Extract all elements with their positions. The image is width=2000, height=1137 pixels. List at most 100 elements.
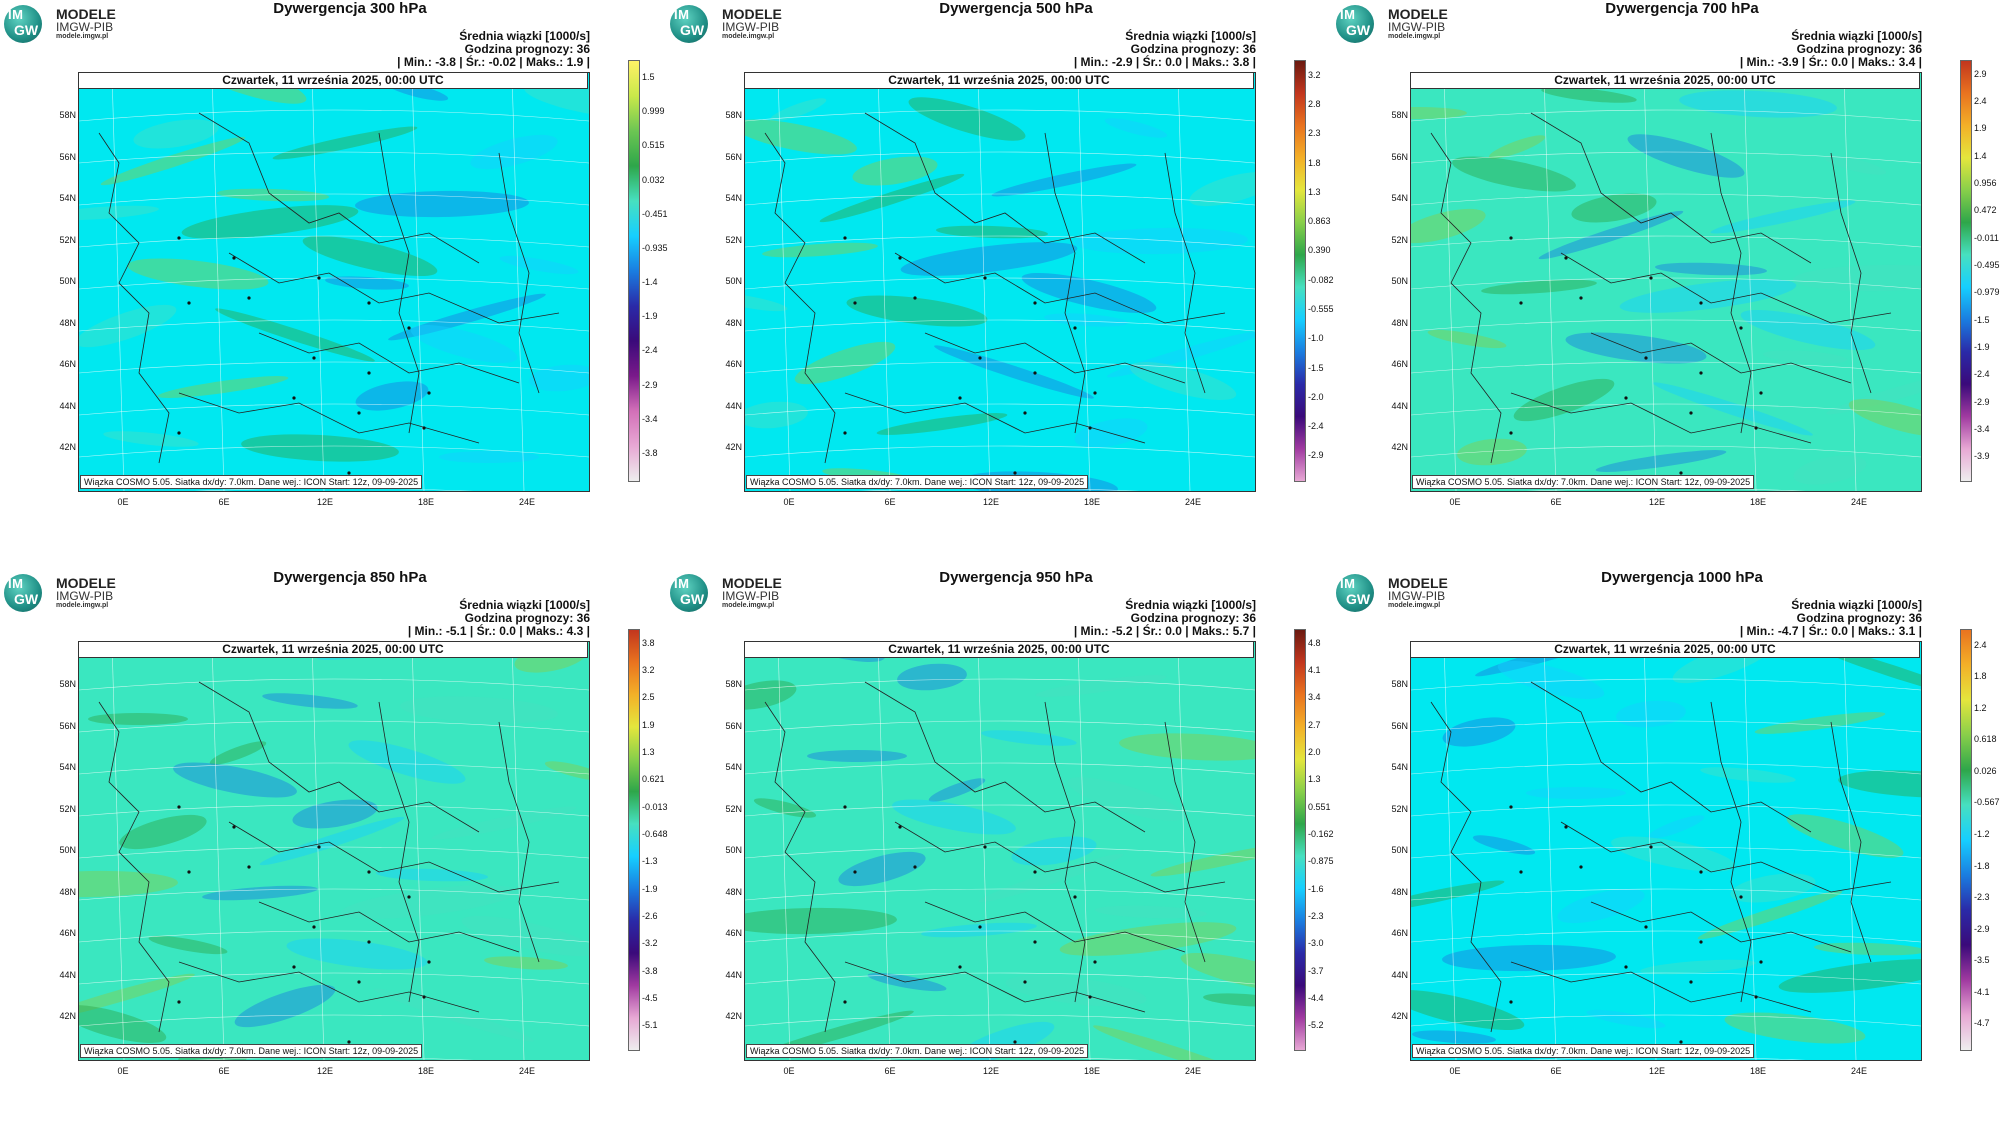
logo-line2: IMGW-PIB (722, 589, 780, 603)
city-dot (1519, 301, 1523, 305)
city-dot (983, 845, 987, 849)
city-dot (367, 301, 371, 305)
latitude-tick: 48N (1391, 886, 1408, 897)
field-shade (1793, 264, 1921, 292)
field-shade (376, 868, 488, 882)
city-dot (1679, 471, 1683, 475)
latitude-line (79, 846, 589, 859)
colorbar-tick: 0.618 (1974, 734, 1997, 745)
longitude-tick: 0E (1449, 497, 1461, 507)
colorbar-tick: -1.0 (1308, 333, 1324, 344)
field-shade (1611, 836, 1735, 872)
border-line (924, 901, 1186, 953)
border-line (198, 112, 480, 264)
date-banner: Czwartek, 11 września 2025, 00:00 UTC (78, 641, 588, 658)
city-dot (853, 301, 857, 305)
logo-gw-text: GW (14, 591, 39, 607)
colorbar-tick: 2.9 (1974, 68, 1987, 79)
forecast-hour: Godzina prognozy: 36 (1796, 611, 1922, 625)
city-dot (1519, 870, 1523, 874)
longitude-tick: 0E (117, 497, 129, 507)
border-line (764, 132, 836, 464)
latitude-tick: 46N (59, 928, 76, 938)
city-dot (1564, 825, 1568, 829)
field-shade (1119, 733, 1255, 761)
logo-circle-icon (4, 574, 42, 612)
logo-line3: modele.imgw.pl (1388, 33, 1441, 40)
colorbar-tick: 0.956 (1974, 178, 1997, 188)
longitude-tick: 0E (783, 497, 795, 507)
latitude-line (1411, 277, 1921, 290)
latitude-tick: 58N (725, 679, 742, 689)
longitude-tick: 12E (316, 497, 333, 507)
logo-gw-text: GW (680, 22, 705, 38)
city-dot (1023, 980, 1027, 984)
latitude-tick: 48N (59, 886, 76, 897)
border-line (1830, 721, 1872, 963)
border-line (498, 721, 540, 963)
field-shade (1724, 1012, 1866, 1044)
colorbar-tick: -0.979 (1974, 287, 2000, 298)
city-dot (177, 805, 181, 809)
logo-line3: modele.imgw.pl (1388, 602, 1441, 609)
city-dot (1073, 326, 1077, 330)
border-line (228, 252, 560, 324)
colorbar-tick: -1.4 (642, 277, 658, 288)
city-dot (1088, 995, 1092, 999)
border-line (894, 252, 1226, 324)
field-shade (981, 730, 1077, 746)
field-shade (325, 276, 409, 290)
city-dot (1689, 411, 1693, 415)
field-shade (794, 341, 896, 385)
city-dot (177, 236, 181, 240)
map-area (744, 641, 1256, 1061)
longitude-line (1077, 73, 1091, 491)
latitude-tick: 44N (1391, 969, 1408, 980)
latitude-tick: 58N (59, 110, 76, 120)
longitude-tick: 18E (1749, 497, 1766, 507)
border-line (844, 392, 1146, 444)
longitude-tick: 18E (417, 1066, 434, 1076)
border-line (1560, 821, 1892, 893)
city-dot (1644, 356, 1648, 360)
field-shade (1095, 905, 1207, 919)
latitude-line (745, 319, 1255, 332)
city-dot (1033, 301, 1037, 305)
stats-line: | Min.: -2.9 | Śr.: 0.0 | Maks.: 3.8 | (1073, 55, 1256, 69)
colorbar-tick: 1.9 (642, 719, 655, 730)
field-shade (302, 235, 438, 277)
colorbar-tick: 0.551 (1308, 801, 1331, 812)
city-dot (1624, 965, 1628, 969)
colorbar-tick: 2.4 (1974, 639, 1987, 650)
city-dot (1699, 870, 1703, 874)
border-line (178, 392, 480, 444)
colorbar (628, 60, 640, 482)
latitude-tick: 58N (59, 679, 76, 689)
colorbar-tick: 2.3 (1308, 128, 1321, 139)
city-dot (1699, 301, 1703, 305)
latitude-tick: 42N (59, 1011, 76, 1021)
colorbar-tick: -3.8 (642, 447, 658, 458)
field-shade (1647, 815, 1705, 839)
city-dot (1624, 396, 1628, 400)
latitude-line (79, 319, 589, 332)
city-dot (958, 396, 962, 400)
date-banner: Czwartek, 11 września 2025, 00:00 UTC (744, 641, 1254, 658)
subtitle: Średnia wiązki [1000/s] (459, 29, 590, 43)
field-shade (1823, 155, 1887, 175)
latitude-line (1411, 846, 1921, 859)
city-dot (1093, 960, 1097, 964)
field-shade (1093, 1025, 1253, 1060)
field-shade (524, 82, 589, 118)
longitude-line (1843, 73, 1857, 491)
field-shade (1679, 90, 1837, 118)
stats-line: | Min.: -3.9 | Śr.: 0.0 | Maks.: 3.4 | (1739, 55, 1922, 69)
latitude-tick: 48N (725, 886, 742, 897)
field-shade (127, 258, 269, 290)
logo-circle-icon (4, 5, 42, 43)
field-shade (1838, 770, 1921, 798)
field-shade (900, 242, 1078, 276)
colorbar-tick: 1.2 (1974, 702, 1987, 713)
latitude-line (79, 930, 589, 943)
city-dot (422, 995, 426, 999)
